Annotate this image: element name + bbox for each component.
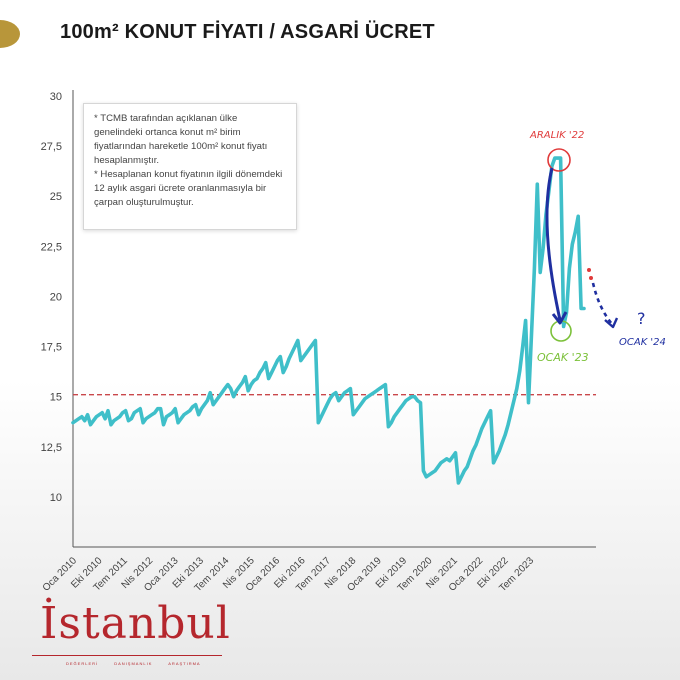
y-tick-label: 30 [50, 91, 62, 103]
y-tick-label: 10 [50, 492, 62, 504]
brand-tag: DANIŞMANLIK [114, 661, 153, 666]
brand-logo: İstanbul [40, 598, 231, 649]
corner-logo-mark [0, 20, 20, 48]
y-axis: 30 27,5 25 22,5 20 17,5 15 12,5 10 [41, 90, 74, 547]
forecast-label: OCAK '24 [619, 337, 666, 348]
background-skyline [0, 380, 680, 680]
y-tick-label: 12,5 [41, 442, 62, 454]
question-mark: ? [637, 309, 646, 328]
forecast-arrow-head [604, 317, 619, 329]
brand-tag: DEĞERLERİ [66, 661, 99, 666]
note-line-1: * TCMB tarafından açıklanan ülke genelin… [94, 113, 268, 166]
trough-label: OCAK '23 [537, 351, 589, 364]
brand-tagline: DEĞERLERİ DANIŞMANLIK ARAŞTIRMA [66, 661, 215, 666]
methodology-note: * TCMB tarafından açıklanan ülke genelin… [83, 103, 297, 230]
brand-logo-rule [32, 655, 222, 656]
annotation-layer: ARALIK '22 OCAK '23 OCAK '24 ? [529, 130, 666, 364]
series-line [71, 156, 586, 485]
brand-tag: ARAŞTIRMA [168, 661, 201, 666]
drop-arrow [545, 167, 562, 321]
y-tick-label: 20 [50, 291, 62, 303]
drop-arrow-head [551, 311, 568, 325]
y-tick-label: 22,5 [41, 241, 62, 253]
page-title: 100m² KONUT FİYATI / ASGARİ ÜCRET [60, 21, 435, 43]
y-tick-label: 15 [50, 392, 62, 404]
note-line-2: * Hesaplanan konut fiyatının ilgili döne… [94, 169, 283, 208]
peak-marker-circle [547, 148, 571, 172]
forecast-start-dot [589, 276, 593, 280]
y-tick-label: 27,5 [41, 141, 62, 153]
peak-label: ARALIK '22 [529, 130, 584, 141]
y-tick-label: 17,5 [41, 342, 62, 354]
forecast-start-dot [587, 268, 591, 272]
y-tick-label: 25 [50, 191, 62, 203]
series-layer [71, 156, 586, 485]
forecast-dashed-arrow [591, 282, 614, 325]
